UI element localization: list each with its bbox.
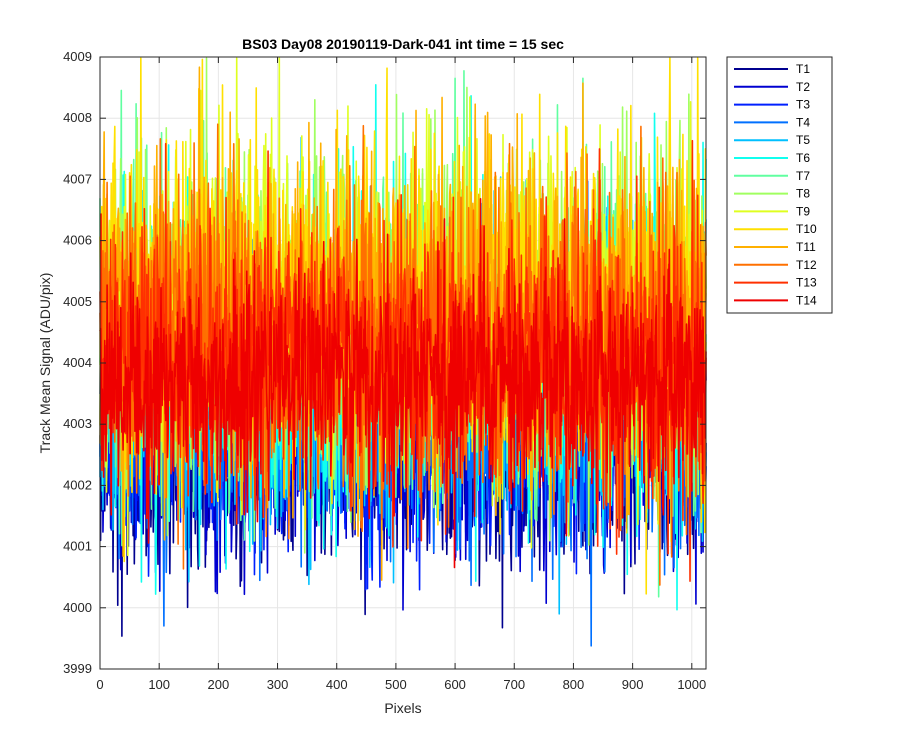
legend-label-T4: T4: [796, 115, 810, 129]
legend-label-T5: T5: [796, 133, 810, 147]
y-tick-label: 4007: [63, 171, 92, 186]
y-tick-label: 3999: [63, 661, 92, 676]
y-tick-label: 4000: [63, 600, 92, 615]
x-tick-label: 600: [444, 677, 466, 692]
series-layer: [99, 57, 707, 647]
y-axis-label: Track Mean Signal (ADU/pix): [37, 273, 53, 454]
legend-box: [726, 56, 833, 314]
x-tick-label: 100: [148, 677, 170, 692]
x-tick-label: 1000: [677, 677, 706, 692]
x-tick-label: 700: [503, 677, 525, 692]
legend-label-T10: T10: [796, 222, 817, 236]
y-tick-label: 4004: [63, 355, 92, 370]
legend-label-T3: T3: [796, 98, 810, 112]
legend-label-T13: T13: [796, 276, 817, 290]
chart-title: BS03 Day08 20190119-Dark-041 int time = …: [242, 36, 564, 52]
y-tick-label: 4008: [63, 110, 92, 125]
legend-label-T14: T14: [796, 293, 817, 307]
legend-label-T9: T9: [796, 204, 810, 218]
y-tick-label: 4002: [63, 477, 92, 492]
x-tick-label: 900: [622, 677, 644, 692]
legend-label-T1: T1: [796, 62, 810, 76]
x-axis-label: Pixels: [384, 700, 421, 716]
y-tick-label: 4009: [63, 49, 92, 64]
x-tick-label: 800: [563, 677, 585, 692]
legend-label-T12: T12: [796, 258, 817, 272]
x-tick-label: 200: [208, 677, 230, 692]
legend-label-T8: T8: [796, 187, 810, 201]
legend-label-T7: T7: [796, 169, 810, 183]
legend-label-T2: T2: [796, 80, 810, 94]
ticks: 0 100 200 300 400 500 600 700 800 900 1000 3999 4000…: [63, 49, 706, 692]
x-tick-label: 400: [326, 677, 348, 692]
legend-label-T6: T6: [796, 151, 810, 165]
legend: T1 T2 T3 T4 T5 T6 T7 T8 T9 T10 T11 T12 T13 T14: [726, 56, 833, 314]
y-tick-label: 4006: [63, 233, 92, 248]
y-tick-label: 4003: [63, 416, 92, 431]
series-line-T14: [99, 197, 707, 569]
x-tick-label: 0: [96, 677, 103, 692]
legend-label-T11: T11: [796, 240, 816, 254]
x-tick-label: 300: [267, 677, 289, 692]
y-tick-label: 4005: [63, 294, 92, 309]
y-tick-label: 4001: [63, 539, 92, 554]
x-tick-label: 500: [385, 677, 407, 692]
